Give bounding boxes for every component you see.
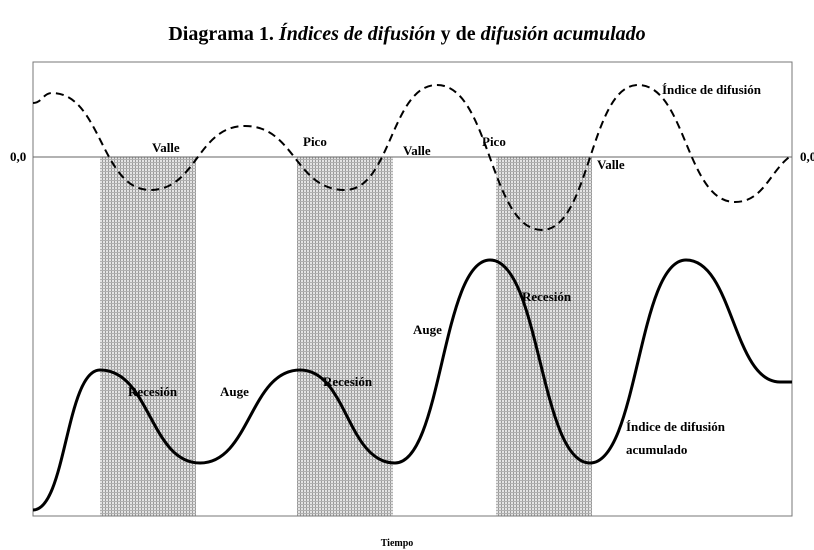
turning-point-label: Valle [403, 143, 431, 158]
series-label: Índice de difusión [662, 82, 762, 97]
shaded-band [100, 157, 196, 516]
cumulative-curve [32, 258, 792, 512]
title: Diagrama 1. Índices de difusión y de dif… [168, 22, 645, 45]
turning-point-label: Pico [482, 134, 506, 149]
turning-point-label: Valle [152, 140, 180, 155]
zero-label: 0,0 [800, 149, 814, 164]
series-label: Índice de difusión [626, 419, 726, 434]
zero-label: 0,0 [10, 149, 26, 164]
title-part: Diagrama 1. [168, 23, 279, 45]
frame [32, 61, 793, 517]
phase-label: Auge [220, 384, 249, 399]
series-label: acumulado [626, 442, 687, 457]
phase-label: Recesión [323, 374, 373, 389]
phase-label: Auge [413, 322, 442, 337]
phase-label: Recesión [522, 289, 572, 304]
x-axis-label: Tiempo [381, 538, 414, 549]
diffusion-curve [32, 83, 793, 232]
turning-point-label: Valle [597, 157, 625, 172]
phase-label: Recesión [128, 384, 178, 399]
shaded-band [496, 157, 592, 516]
title-part: Índices de difusión [278, 22, 436, 45]
title-part: difusión acumulado [481, 23, 646, 45]
turning-point-label: Pico [303, 134, 327, 149]
title-part: y de [436, 23, 481, 45]
shaded-band [297, 157, 393, 516]
